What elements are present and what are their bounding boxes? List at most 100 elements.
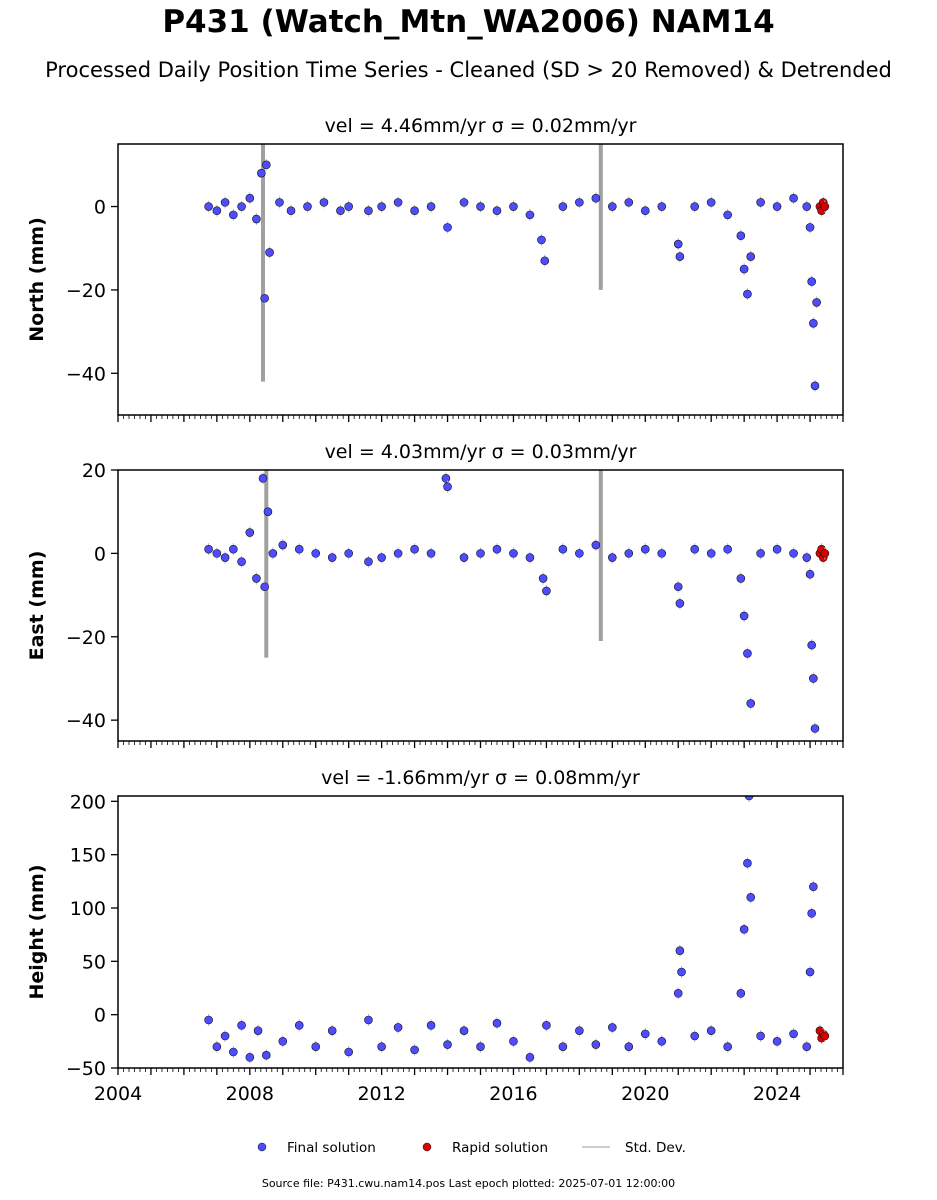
- final-point: [756, 198, 765, 207]
- final-point: [258, 474, 268, 483]
- x-tick-label: 2016: [489, 1083, 537, 1105]
- legend-label: Std. Dev.: [625, 1140, 686, 1156]
- final-point: [640, 206, 650, 216]
- panel-title: vel = 4.03mm/yr σ = 0.03mm/yr: [325, 441, 637, 463]
- final-point: [690, 202, 700, 211]
- final-point: [212, 206, 222, 216]
- final-point: [558, 1042, 568, 1051]
- final-point: [245, 1053, 255, 1062]
- final-point: [624, 549, 634, 558]
- final-point: [294, 1021, 304, 1030]
- legend-item: Final solution: [257, 1140, 376, 1156]
- rapid-point: [820, 1031, 830, 1041]
- final-point: [410, 1045, 419, 1055]
- final-point: [261, 1050, 271, 1060]
- final-point: [245, 193, 255, 203]
- rapid-point: [820, 549, 830, 558]
- final-point: [542, 586, 551, 596]
- final-point: [802, 202, 812, 211]
- final-point: [278, 1037, 288, 1046]
- figure-subtitle: Processed Daily Position Time Series - C…: [45, 58, 892, 82]
- final-point: [675, 946, 685, 955]
- final-point: [743, 289, 752, 299]
- final-point: [393, 1023, 403, 1032]
- final-point: [805, 569, 815, 579]
- legend-marker: [422, 1142, 432, 1152]
- final-point: [810, 724, 820, 733]
- final-point: [459, 198, 469, 207]
- final-point: [311, 1042, 321, 1051]
- y-tick-label: −20: [66, 280, 106, 302]
- final-point: [743, 858, 752, 868]
- final-point: [608, 202, 617, 211]
- x-tick-label: 2020: [621, 1083, 669, 1105]
- final-point: [789, 549, 798, 558]
- final-point: [673, 239, 683, 249]
- final-point: [229, 1047, 238, 1057]
- final-point: [286, 206, 296, 216]
- final-point: [690, 1031, 700, 1041]
- final-point: [220, 1031, 230, 1041]
- final-point: [443, 1040, 452, 1049]
- y-tick-label: −40: [66, 710, 106, 732]
- final-point: [278, 540, 288, 550]
- y-tick-label: 100: [70, 898, 106, 920]
- legend-label: Rapid solution: [452, 1140, 548, 1156]
- final-point: [736, 574, 746, 583]
- final-point: [756, 1031, 765, 1041]
- final-point: [624, 1042, 634, 1051]
- final-point: [746, 699, 756, 708]
- final-point: [509, 549, 518, 558]
- y-tick-label: −20: [66, 627, 106, 649]
- final-point: [540, 256, 550, 266]
- panel-3: vel = -1.66mm/yr σ = 0.08mm/yr Height (mm…: [26, 767, 844, 1105]
- final-point: [744, 796, 754, 801]
- final-point: [640, 1029, 650, 1039]
- final-point: [789, 193, 798, 203]
- final-point: [542, 1021, 551, 1030]
- final-point: [805, 967, 815, 977]
- final-point: [675, 599, 685, 608]
- final-point: [204, 1015, 213, 1025]
- final-point: [575, 1026, 584, 1035]
- legend-marker: [257, 1142, 267, 1152]
- x-tick-label: 2004: [94, 1083, 142, 1105]
- final-point: [410, 206, 419, 216]
- final-point: [252, 574, 261, 583]
- final-point: [591, 1040, 601, 1049]
- panel-title: vel = 4.46mm/yr σ = 0.02mm/yr: [325, 115, 637, 137]
- final-point: [739, 264, 749, 274]
- final-point: [476, 202, 485, 211]
- rapid-point: [820, 202, 830, 211]
- final-point: [344, 549, 353, 558]
- final-point: [807, 640, 816, 650]
- final-point: [220, 198, 230, 207]
- final-point: [706, 1026, 716, 1035]
- final-point: [263, 507, 273, 516]
- final-point: [253, 1026, 263, 1035]
- final-point: [789, 1029, 798, 1039]
- final-point: [772, 202, 782, 211]
- data-points: [204, 796, 830, 1064]
- final-point: [706, 549, 716, 558]
- legend: Final solution Rapid solution Std. Dev.: [257, 1140, 686, 1156]
- x-tick-label: 2012: [357, 1083, 405, 1105]
- final-point: [746, 252, 756, 261]
- x-tick-label: 2008: [226, 1083, 274, 1105]
- final-point: [739, 611, 749, 621]
- final-point: [736, 231, 746, 241]
- y-tick-label: −50: [66, 1058, 106, 1080]
- y-tick-label: 20: [82, 460, 106, 482]
- final-point: [377, 1042, 386, 1051]
- y-tick-label: −40: [66, 363, 106, 385]
- final-point: [459, 553, 469, 562]
- final-point: [364, 1015, 373, 1025]
- final-point: [261, 160, 271, 170]
- final-point: [336, 206, 345, 216]
- final-point: [237, 1021, 246, 1030]
- final-point: [393, 198, 403, 207]
- final-point: [772, 1037, 782, 1046]
- final-point: [809, 882, 818, 891]
- final-point: [673, 582, 683, 592]
